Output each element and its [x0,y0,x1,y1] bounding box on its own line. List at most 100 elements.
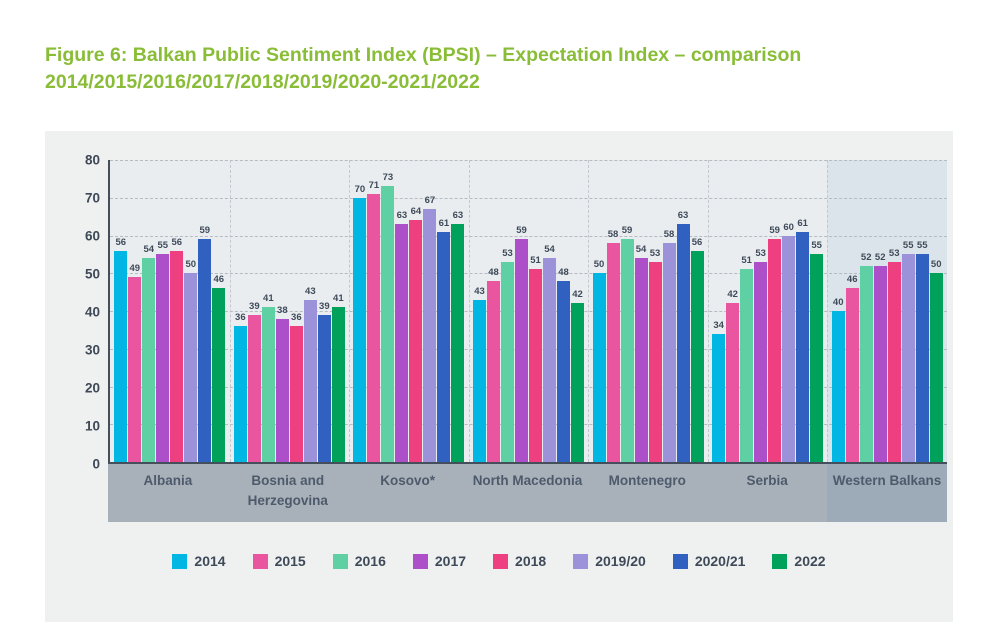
bar-fill [768,239,782,462]
bar-fill [353,197,367,462]
bar-value-label: 63 [677,210,689,222]
bar-value-label: 56 [691,236,703,248]
bar-2016: 41 [261,293,275,462]
bar-value-label: 55 [157,240,169,252]
bar-fill [634,258,648,462]
bar-2020-21: 61 [437,218,451,462]
figure-title-line-2: 2014/2015/2016/2017/2018/2019/2020-2021/… [45,70,480,93]
y-tick-label: 70 [84,190,100,206]
bar-group-western-balkans: 40 46 52 52 53 55 55 50 [827,160,947,462]
y-axis: 0 10 20 30 40 50 60 70 80 [45,153,100,472]
bar-2019-20: 55 [901,240,915,462]
bar-value-label: 64 [410,206,422,218]
bar-2022: 41 [331,293,345,462]
bar-value-label: 40 [832,297,844,308]
bar-fill [437,231,451,462]
bar-2018: 36 [289,312,303,462]
bar-2017: 55 [156,240,170,462]
bar-2018: 56 [170,237,184,462]
bar-2019-20: 50 [184,259,198,462]
y-tick-label: 30 [84,342,100,358]
bar-fill [128,277,142,462]
bar-group-montenegro: 50 58 59 54 53 58 63 56 [588,160,708,462]
bar-value-label: 48 [558,266,569,278]
category-label-western-balkans: Western Balkans [827,464,947,522]
bar-fill [233,326,247,462]
bar-fill [303,299,317,462]
bar-value-label: 59 [199,225,211,237]
bar-2022: 63 [451,210,465,462]
legend-swatch [772,553,788,569]
bar-fill [620,239,634,462]
legend-item-2022: 2022 [772,553,826,569]
bar-value-label: 50 [593,259,605,271]
bar-2020-21: 48 [556,267,570,462]
bar-2015: 58 [606,229,620,462]
category-separator [827,160,829,462]
bar-fill [606,243,620,462]
bar-fill [796,231,810,462]
legend-item-2016: 2016 [332,553,386,569]
bar-group-bosnia-and-herzegovina: 36 39 41 38 36 43 39 41 [230,160,350,462]
bar-fill [810,254,824,462]
bar-fill [317,314,331,462]
gridline [110,348,947,350]
category-separator [229,160,231,462]
category-separator [349,160,351,462]
bar-2019-20: 54 [542,244,556,462]
bar-2018: 51 [528,255,542,462]
figure-title: Figure 6: Balkan Public Sentiment Index … [45,42,925,96]
bar-2015: 42 [726,289,740,462]
bar-2019-20: 58 [662,229,676,462]
bar-value-label: 52 [860,251,872,263]
bar-2017: 52 [873,252,887,462]
bar-value-label: 46 [846,274,858,286]
bar-fill [740,269,754,462]
bar-fill [570,303,584,462]
gridline [110,386,947,388]
bar-value-label: 53 [649,247,661,259]
legend-item-2015: 2015 [252,553,306,569]
bar-fill [592,273,606,462]
legend-item-2017: 2017 [412,553,466,569]
bar-value-label: 43 [474,285,485,297]
bar-value-label: 56 [171,236,183,248]
bar-2022: 55 [810,240,824,462]
bar-fill [212,288,226,462]
bar-2022: 56 [690,237,704,462]
category-label-bosnia-and-herzegovina: Bosnia and Herzegovina [247,473,328,508]
bar-fill [170,250,184,462]
bar-2022: 42 [570,289,584,462]
bar-2016: 59 [620,225,634,462]
bar-fill [676,224,690,462]
plot-area: 56 49 54 55 56 50 59 46 36 39 41 38 36 43 39 41 70 71 73 63… [108,160,947,464]
bar-2014: 70 [353,184,367,462]
bar-value-label: 41 [333,293,344,305]
bar-2020-21: 61 [796,218,810,462]
bar-value-label: 67 [424,195,436,207]
bar-value-label: 50 [185,259,197,271]
bar-fill [929,273,943,462]
bar-2015: 71 [367,180,381,462]
bar-2015: 39 [247,301,261,462]
category-label-kosovo-: Kosovo* [380,473,435,488]
bar-2015: 48 [486,267,500,462]
bar-fill [198,239,212,462]
category-label-montenegro: Montenegro [608,473,686,488]
y-tick-label: 50 [84,266,100,282]
bar-value-label: 61 [797,217,808,229]
y-tick-label: 60 [84,228,100,244]
legend-swatch [252,553,268,569]
bar-fill [381,186,395,462]
legend-swatch [412,553,428,569]
bar-fill [247,314,261,462]
legend-swatch [332,553,348,569]
bar-2022: 46 [212,274,226,462]
bar-group-albania: 56 49 54 55 56 50 59 46 [110,160,230,462]
bar-2019-20: 43 [303,286,317,462]
bar-value-label: 50 [930,259,942,271]
bar-2015: 49 [128,263,142,462]
bar-value-label: 41 [263,293,274,305]
bar-fill [486,280,500,462]
bar-value-label: 54 [635,244,647,256]
